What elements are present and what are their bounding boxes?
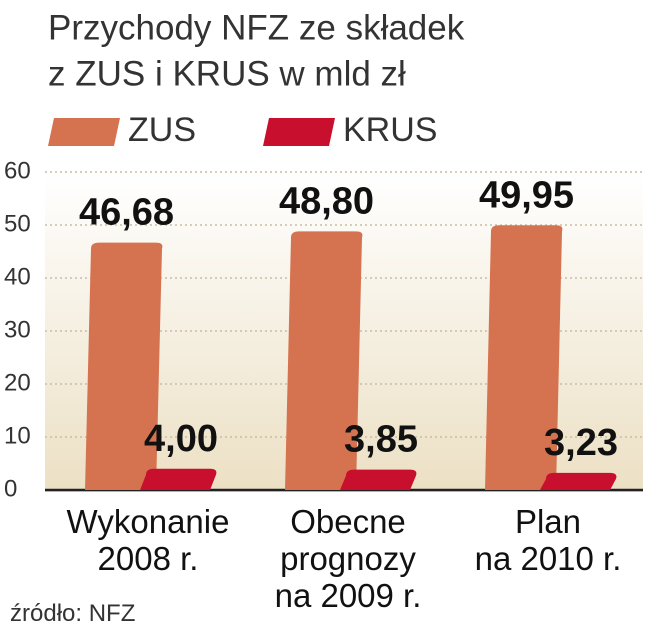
bar — [485, 225, 563, 490]
legend-label: ZUS — [128, 111, 196, 149]
y-tick-label: 30 — [4, 316, 31, 343]
value-label: 46,68 — [79, 192, 174, 234]
value-label: 4,00 — [144, 418, 218, 460]
bar — [340, 469, 417, 490]
y-tick-label: 0 — [4, 475, 17, 502]
x-tick-label: Obecne prognozy na 2009 r. — [274, 503, 422, 614]
source: źródło: NFZ — [10, 600, 136, 627]
chart-subtitle: z ZUS i KRUS w mld zł — [48, 54, 406, 93]
value-label: 3,23 — [544, 422, 618, 464]
y-tick-label: 40 — [4, 263, 31, 290]
value-label: 3,85 — [344, 419, 418, 461]
legend-label: KRUS — [343, 111, 437, 149]
bar — [540, 472, 617, 490]
y-tick-label: 60 — [4, 157, 31, 184]
legend-swatch — [48, 118, 120, 146]
x-tick-label: Plan na 2010 r. — [474, 503, 622, 577]
bar — [140, 468, 217, 490]
value-label: 49,95 — [479, 174, 574, 216]
y-tick-label: 10 — [4, 422, 31, 449]
bar — [85, 242, 163, 490]
y-tick-label: 50 — [4, 210, 31, 237]
value-label: 48,80 — [279, 180, 374, 222]
y-tick-label: 20 — [4, 369, 31, 396]
bar — [285, 231, 363, 491]
legend-swatch — [263, 118, 335, 146]
x-tick-label: Wykonanie 2008 r. — [66, 503, 230, 577]
chart-title: Przychody NFZ ze składek — [48, 8, 465, 47]
